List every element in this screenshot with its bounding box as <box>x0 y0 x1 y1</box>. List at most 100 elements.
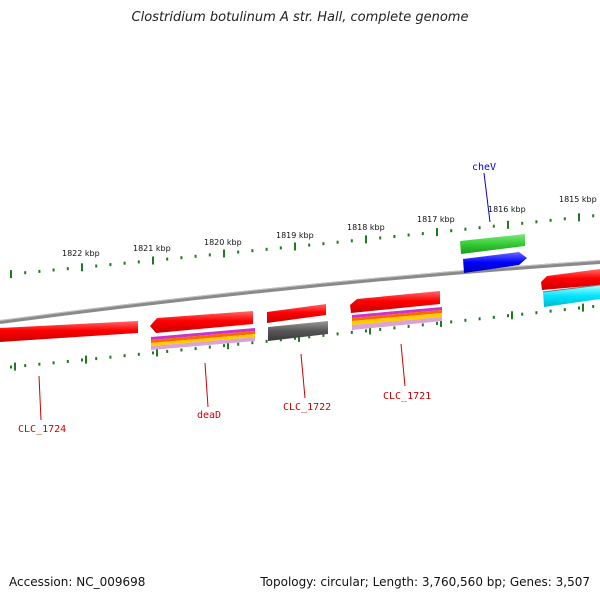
ruler-label-1815: 1815 kbp <box>559 195 597 204</box>
ruler-minor-tick <box>322 242 325 246</box>
ruler-minor-tick <box>549 218 552 222</box>
ruler-minor-tick <box>407 233 410 237</box>
ruler-major-tick <box>85 355 87 364</box>
gene-label-CLC_1722: CLC_1722 <box>283 402 331 413</box>
ruler-minor-tick <box>194 347 197 351</box>
ruler-major-tick <box>440 318 442 327</box>
ruler-minor-tick <box>521 221 524 225</box>
ruler-minor-tick <box>265 339 268 343</box>
ruler-minor-tick <box>535 220 538 224</box>
ruler-minor-tick <box>365 329 367 333</box>
ruler-minor-tick <box>265 247 268 251</box>
ruler-minor-tick <box>336 240 339 244</box>
ruler-label-1818: 1818 kbp <box>347 223 385 232</box>
ruler-major-tick <box>156 348 158 357</box>
cds-forward-1815 <box>541 269 600 290</box>
ruler-minor-tick <box>52 361 55 365</box>
ruler-minor-tick <box>421 323 424 327</box>
ruler-major-tick <box>365 235 367 244</box>
CLC_1721-leader <box>400 343 406 387</box>
ruler-minor-tick <box>24 271 27 275</box>
ruler-minor-tick <box>237 250 240 254</box>
ruler-major-tick <box>81 263 83 272</box>
gene-label-deaD: deaD <box>197 410 221 421</box>
ruler-minor-tick <box>322 333 325 337</box>
ruler-minor-tick <box>350 330 353 334</box>
ruler-major-tick <box>152 256 154 265</box>
ruler-minor-tick <box>464 227 467 231</box>
ruler-minor-tick <box>492 315 495 319</box>
ruler-minor-tick <box>66 267 69 271</box>
ruler-major-tick <box>14 362 16 371</box>
ruler-label-1817: 1817 kbp <box>417 215 455 224</box>
ruler-major-tick <box>578 213 580 222</box>
ruler-major-tick <box>298 333 300 342</box>
ruler-labels: 1822 kbp 1821 kbp 1820 kbp 1819 kbp 1818… <box>62 195 597 258</box>
genome-backbone <box>0 260 600 324</box>
deaD-leader <box>204 362 209 408</box>
ruler-minor-tick <box>180 256 183 260</box>
ruler-minor-tick <box>95 357 98 361</box>
cds-CLC_1724 <box>0 321 138 342</box>
ruler-minor-tick <box>563 308 566 312</box>
ruler-minor-tick <box>592 214 595 218</box>
ruler-major-tick <box>436 228 438 237</box>
ruler-minor-tick <box>393 326 396 330</box>
CLC_1722-leader <box>300 353 306 399</box>
ruler-minor-tick <box>549 309 552 313</box>
ruler-minor-tick <box>350 239 353 243</box>
cheV-leader <box>483 172 491 223</box>
ruler-minor-tick <box>279 338 282 342</box>
ruler-minor-tick <box>578 306 580 310</box>
inner-ruler <box>10 303 595 371</box>
ruler-minor-tick <box>478 317 481 321</box>
ruler-major-tick <box>294 242 296 251</box>
ruler-minor-tick <box>95 264 98 268</box>
ruler-major-tick <box>227 341 229 350</box>
ruler-minor-tick <box>38 362 41 366</box>
ruler-minor-tick <box>208 345 211 349</box>
cyan-feature <box>542 284 600 307</box>
ruler-minor-tick <box>109 263 112 267</box>
ruler-minor-tick <box>308 335 311 339</box>
ruler-minor-tick <box>393 235 396 238</box>
ruler-label-1816: 1816 kbp <box>488 205 526 214</box>
ruler-minor-tick <box>535 311 538 315</box>
ruler-minor-tick <box>421 232 424 236</box>
cds-CLC_1721 <box>350 291 442 330</box>
ruler-minor-tick <box>137 352 140 356</box>
ruler-minor-tick <box>52 268 55 272</box>
ruler-minor-tick <box>492 224 495 228</box>
ruler-minor-tick <box>24 364 27 368</box>
ruler-label-1821: 1821 kbp <box>133 244 171 253</box>
ruler-minor-tick <box>279 246 282 250</box>
CLC_1724-leader <box>38 375 42 421</box>
ruler-label-1819: 1819 kbp <box>276 231 314 240</box>
ruler-minor-tick <box>436 321 438 325</box>
ruler-minor-tick <box>208 253 211 257</box>
ruler-minor-tick <box>109 355 112 359</box>
ruler-minor-tick <box>123 354 126 358</box>
cheV-feature <box>460 234 527 273</box>
ruler-minor-tick <box>223 344 225 348</box>
ruler-minor-tick <box>251 249 254 253</box>
ruler-minor-tick <box>478 226 481 230</box>
ruler-minor-tick <box>521 312 524 316</box>
ruler-minor-tick <box>563 217 566 221</box>
ruler-minor-tick <box>38 269 41 273</box>
ruler-minor-tick <box>237 342 240 346</box>
cds-deaD <box>150 311 255 350</box>
map-title: Clostridium botulinum A str. Hall, compl… <box>131 10 469 25</box>
ruler-major-tick <box>10 270 12 279</box>
gene-label-CLC_1721: CLC_1721 <box>383 391 431 402</box>
ruler-minor-tick <box>66 359 69 363</box>
ruler-minor-tick <box>308 243 311 247</box>
ruler-minor-tick <box>152 351 154 355</box>
ruler-minor-tick <box>137 260 140 264</box>
gene-label-CLC_1724: CLC_1724 <box>18 424 66 435</box>
ruler-minor-tick <box>407 324 410 328</box>
ruler-major-tick <box>223 249 225 258</box>
ruler-major-tick <box>507 220 509 229</box>
outer-ruler <box>10 213 595 279</box>
